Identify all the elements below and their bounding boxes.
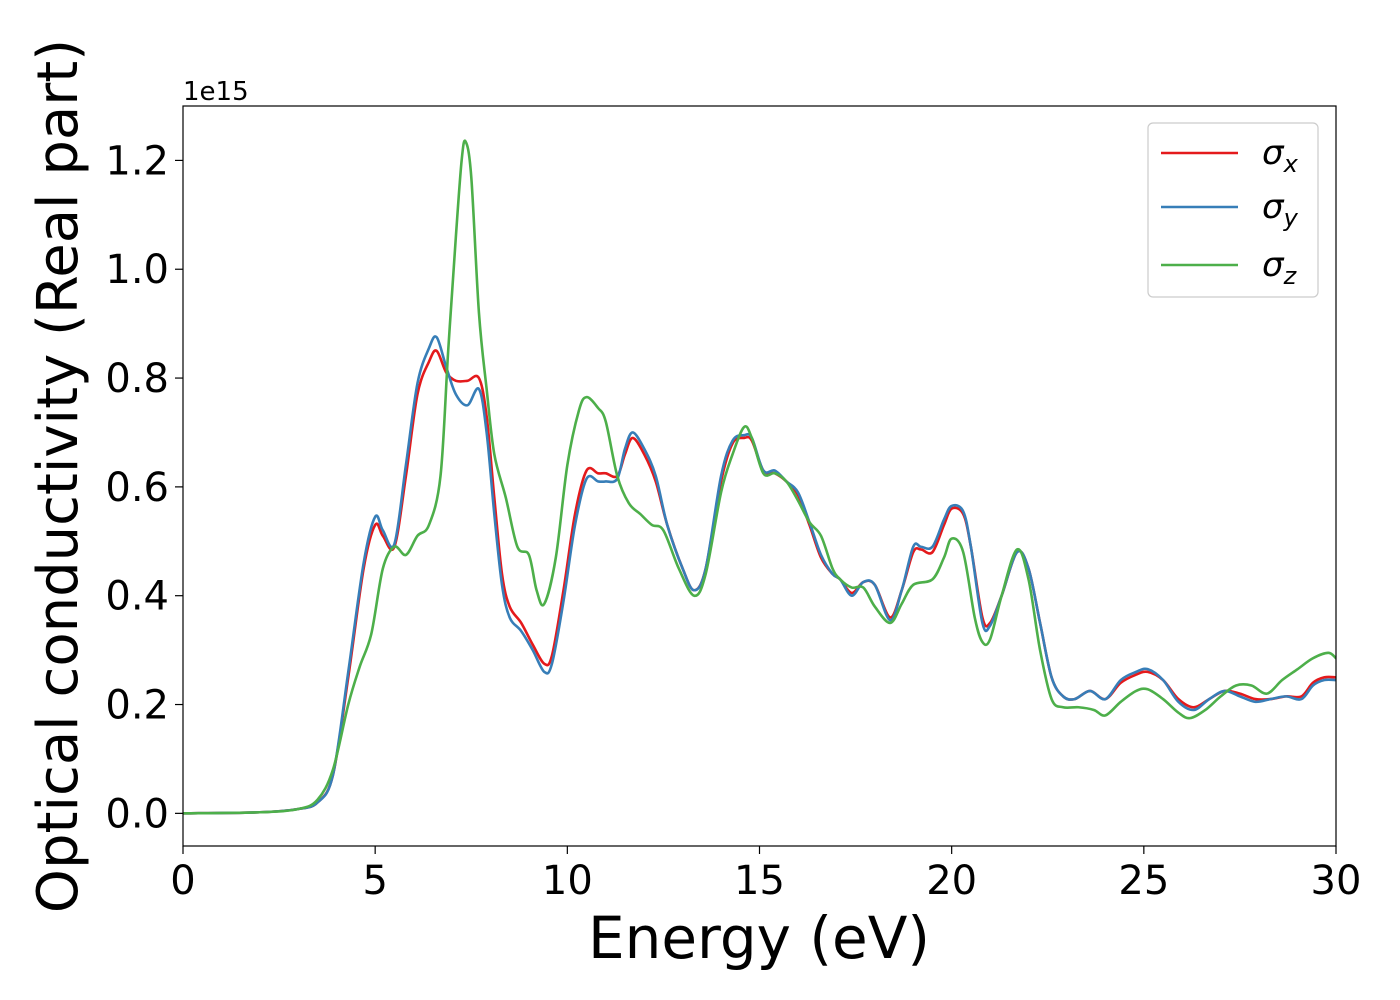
legend-label-z: σz (1262, 245, 1298, 290)
y-tick-label: 0.0 (105, 791, 169, 837)
legend-box (1147, 122, 1319, 298)
series-line-y (183, 335, 1336, 815)
y-tick-label: 1.0 (105, 247, 169, 293)
x-tick-label: 20 (926, 858, 977, 904)
y-tick-label: 0.8 (105, 356, 169, 402)
series-lines (183, 139, 1336, 815)
x-tick-label: 0 (170, 858, 195, 904)
y-offset-label: 1e15 (183, 77, 249, 107)
x-tick-label: 10 (542, 858, 593, 904)
y-tick-label: 0.2 (105, 683, 169, 729)
x-axis-ticks: 0 5 10 15 20 25 30 (170, 846, 1361, 904)
y-tick-label: 1.2 (105, 138, 169, 184)
x-tick-label: 5 (362, 858, 387, 904)
x-tick-label: 30 (1311, 858, 1362, 904)
legend: σx σy σz (1147, 122, 1319, 298)
y-tick-label: 0.6 (105, 465, 169, 511)
x-axis-label: Energy (eV) (588, 904, 930, 972)
y-tick-label: 0.4 (105, 574, 169, 620)
series-line-z (183, 139, 1336, 815)
x-tick-label: 25 (1118, 858, 1169, 904)
y-axis-label: Optical conductivity (Real part) (26, 39, 91, 913)
y-axis-ticks: 0.0 0.2 0.4 0.6 0.8 1.0 1.2 (105, 138, 183, 837)
plot-area (183, 106, 1336, 846)
legend-label-x: σx (1262, 133, 1299, 178)
legend-label-y: σy (1262, 187, 1299, 232)
x-tick-label: 15 (734, 858, 785, 904)
